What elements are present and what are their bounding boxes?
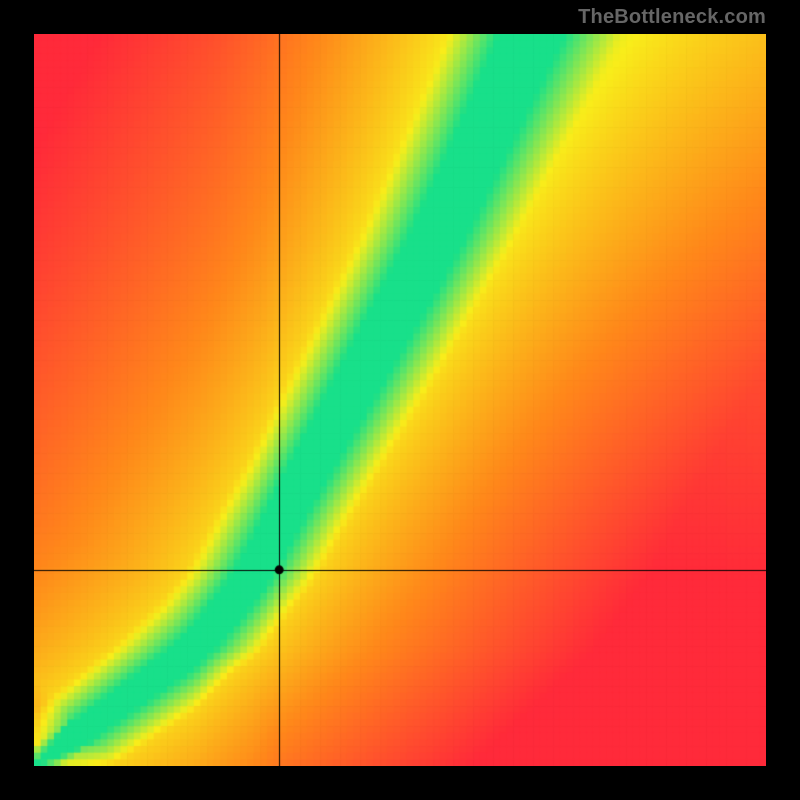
chart-container: TheBottleneck.com (0, 0, 800, 800)
watermark-text: TheBottleneck.com (578, 6, 766, 29)
crosshair-overlay (34, 34, 766, 766)
